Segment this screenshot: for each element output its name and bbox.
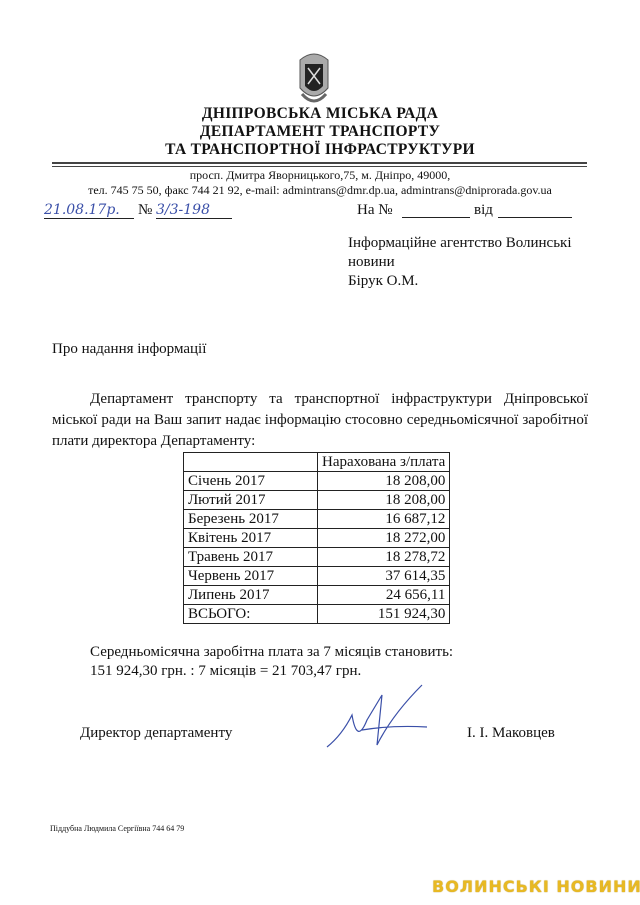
salary-cell: 18 272,00 xyxy=(316,528,451,548)
header-divider xyxy=(52,162,587,167)
summary-calculation: 151 924,30 грн. : 7 місяців = 21 703,47 … xyxy=(90,663,362,679)
table-row: Лютий 2017 18 208,00 xyxy=(183,490,451,510)
month-cell: Березень 2017 xyxy=(183,509,318,529)
summary-line: Середньомісячна заробітна плата за 7 міс… xyxy=(90,644,454,660)
total-label: ВСЬОГО: xyxy=(183,604,318,624)
dept-name-2: ТА ТРАНСПОРТНОЇ ІНФРАСТРУКТУРИ xyxy=(165,141,475,158)
recipient-line: Бірук О.М. xyxy=(348,273,419,289)
month-cell: Травень 2017 xyxy=(183,547,318,567)
salary-cell: 18 278,72 xyxy=(316,547,451,567)
total-value: 151 924,30 xyxy=(316,604,451,624)
subject: Про надання інформації xyxy=(52,341,207,357)
salary-cell: 37 614,35 xyxy=(316,566,451,586)
table-total-row: ВСЬОГО: 151 924,30 xyxy=(183,604,451,624)
executor-contact: Піддубна Людмила Сергіївна 744 64 79 xyxy=(50,824,185,833)
month-cell: Квітень 2017 xyxy=(183,528,318,548)
reply-date-blank xyxy=(498,217,572,218)
table-header-row: Нарахована з/плата xyxy=(183,452,451,472)
salary-cell: 18 208,00 xyxy=(316,490,451,510)
recipient-line: Інформаційне агентство Волинські xyxy=(348,235,572,251)
body-line: директора Департаменту: xyxy=(92,433,256,449)
number-label: № xyxy=(138,202,153,218)
month-cell: Липень 2017 xyxy=(183,585,318,605)
outgoing-number: 3/3-198 xyxy=(156,202,232,219)
org-name: ДНІПРОВСЬКА МІСЬКА РАДА xyxy=(201,105,439,122)
salary-column-header: Нарахована з/плата xyxy=(316,452,451,472)
table-row: Квітень 2017 18 272,00 xyxy=(183,528,451,548)
reply-from-label: від xyxy=(474,202,493,218)
month-cell: Червень 2017 xyxy=(183,566,318,586)
watermark-logo: ВОЛИНСЬКІ НОВИНИ xyxy=(432,877,640,896)
reply-number-blank xyxy=(402,217,470,218)
outgoing-date: 21.08.17р. xyxy=(44,202,134,219)
body-line: ради на Ваш запит надає інформацію стосо… xyxy=(52,412,588,449)
address: просп. Дмитра Яворницького,75, м. Дніпро… xyxy=(189,168,451,182)
salary-cell: 18 208,00 xyxy=(316,471,451,491)
table-row: Червень 2017 37 614,35 xyxy=(183,566,451,586)
salary-cell: 16 687,12 xyxy=(316,509,451,529)
dept-name-1: ДЕПАРТАМЕНТ ТРАНСПОРТУ xyxy=(199,123,441,140)
table-row: Березень 2017 16 687,12 xyxy=(183,509,451,529)
salary-cell: 24 656,11 xyxy=(316,585,451,605)
table-row: Липень 2017 24 656,11 xyxy=(183,585,451,605)
signatory-name: І. І. Маковцев xyxy=(467,725,555,741)
body-line: Департамент транспорту та транспортної і… xyxy=(52,391,588,428)
reply-number-label: На № xyxy=(357,202,393,218)
salary-table: Нарахована з/плата Січень 2017 18 208,00 Л… xyxy=(183,452,451,624)
month-cell: Січень 2017 xyxy=(183,471,318,491)
table-row: Січень 2017 18 208,00 xyxy=(183,471,451,491)
handwritten-signature xyxy=(326,684,428,748)
signatory-title: Директор департаменту xyxy=(80,725,233,741)
recipient-line: новини xyxy=(348,254,395,270)
contacts: тел. 745 75 50, факс 744 21 92, e-mail: … xyxy=(88,183,552,197)
table-row: Травень 2017 18 278,72 xyxy=(183,547,451,567)
body-paragraph: Департамент транспорту та транспортної і… xyxy=(52,389,588,452)
city-coat-of-arms-icon xyxy=(299,53,329,103)
month-cell: Лютий 2017 xyxy=(183,490,318,510)
